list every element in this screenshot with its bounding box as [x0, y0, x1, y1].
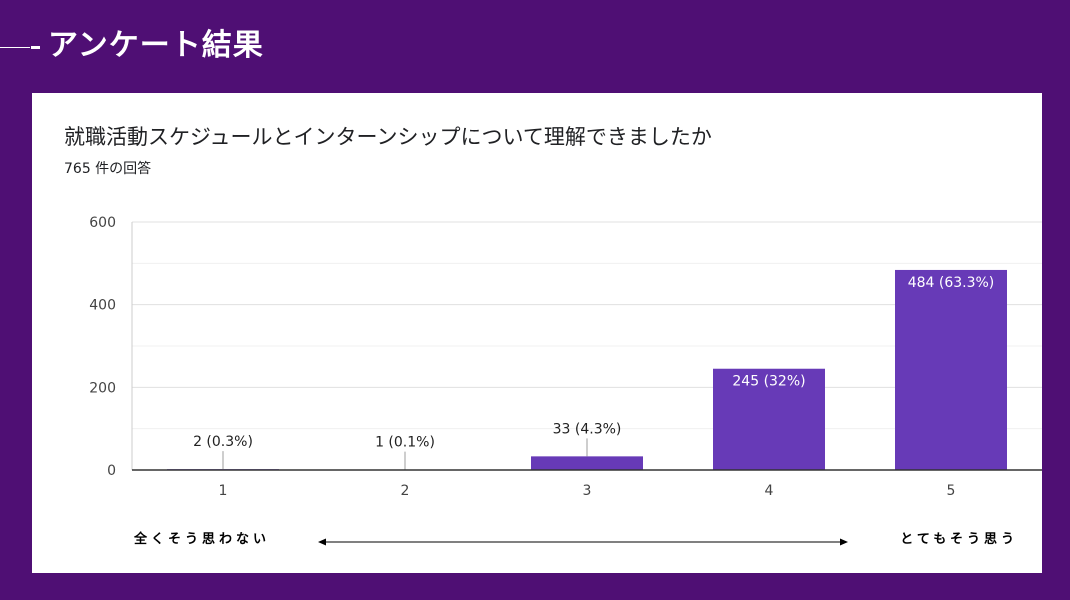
y-tick-label: 200: [89, 380, 116, 396]
chart-data-labels: 2 (0.3%) 1 (0.1%) 33 (4.3%) 245 (32%) 484 (6…: [193, 275, 994, 470]
slide-title: アンケート結果: [48, 28, 264, 63]
data-label: 33 (4.3%): [553, 421, 622, 437]
x-tick-label: 1: [219, 483, 228, 499]
x-tick-label: 5: [947, 483, 956, 499]
response-count: 765 件の回答: [64, 161, 152, 177]
x-tick-label: 4: [765, 483, 774, 499]
data-label: 484 (63.3%): [908, 275, 995, 291]
scale-left-label: 全くそう思わない: [134, 532, 271, 547]
survey-result-card: 就職活動スケジュールとインターンシップについて理解できましたか 765 件の回答…: [32, 93, 1042, 573]
chart-question: 就職活動スケジュールとインターンシップについて理解できましたか: [64, 125, 712, 149]
title-decoration-dash: [31, 46, 40, 49]
chart-gridlines: [132, 221, 1042, 430]
bar-chart: 2 (0.3%) 1 (0.1%) 33 (4.3%) 245 (32%) 484 (6…: [89, 215, 1042, 546]
data-label: 2 (0.3%): [193, 434, 253, 450]
bar: [713, 368, 825, 470]
data-label: 1 (0.1%): [375, 435, 435, 451]
x-tick-label: 3: [583, 483, 592, 499]
bar: [531, 456, 643, 470]
scale-arrow: [318, 538, 848, 546]
y-tick-label: 600: [89, 215, 116, 231]
title-decoration-line: [0, 47, 30, 48]
data-label: 245 (32%): [732, 374, 805, 390]
y-tick-label: 0: [107, 463, 116, 479]
chart-bars: [167, 269, 1007, 470]
y-tick-label: 400: [89, 298, 116, 314]
chart-axes: 0 200 400 600 1 2 3 4 5: [89, 215, 1042, 499]
x-tick-label: 2: [401, 483, 410, 499]
scale-arrow-left-head: [318, 538, 326, 546]
scale-arrow-right-head: [840, 538, 848, 546]
bar: [895, 269, 1007, 470]
scale-right-label: とてもそう思う: [900, 532, 1018, 547]
